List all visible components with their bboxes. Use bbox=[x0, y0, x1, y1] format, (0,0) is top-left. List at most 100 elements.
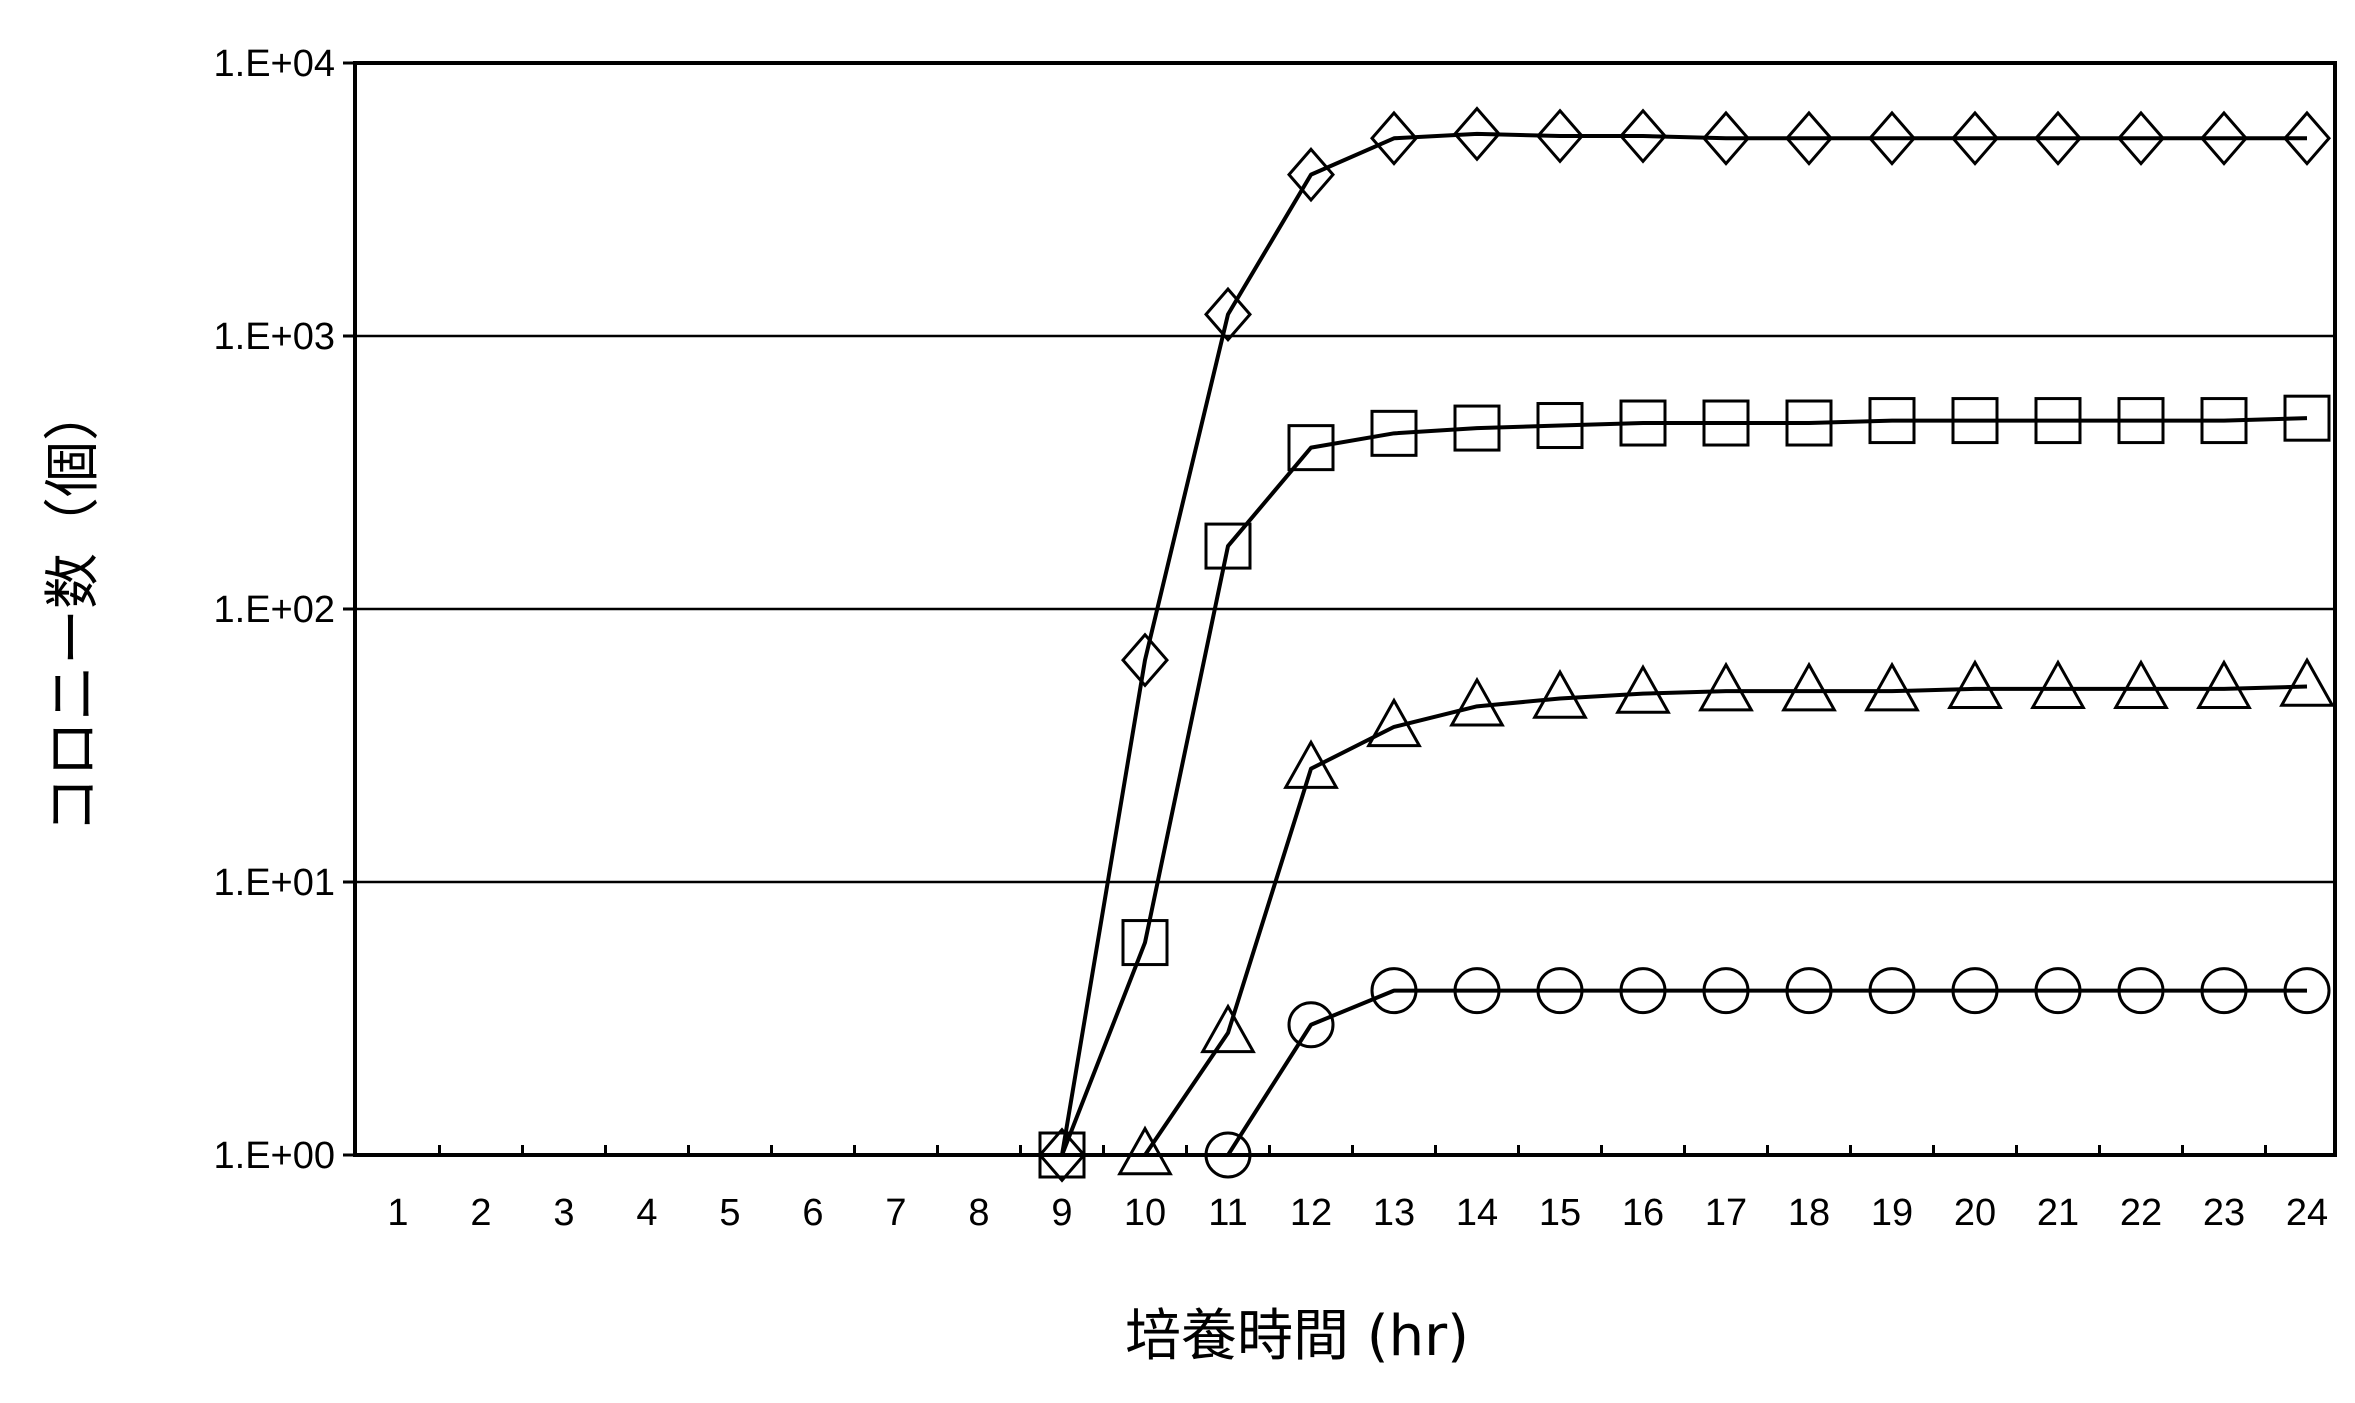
data-point-square bbox=[1868, 397, 1916, 445]
data-point-triangle bbox=[1615, 664, 1671, 714]
series-lines bbox=[1060, 131, 2308, 1157]
x-tick-label: 7 bbox=[885, 1192, 906, 1234]
x-tick-label: 18 bbox=[1788, 1192, 1830, 1234]
x-tick-label: 16 bbox=[1622, 1192, 1664, 1234]
x-tick-label: 15 bbox=[1539, 1192, 1581, 1234]
data-point-circle bbox=[1785, 967, 1833, 1015]
data-point-diamond bbox=[2117, 110, 2165, 166]
data-point-diamond bbox=[1951, 110, 1999, 166]
x-tick-label: 10 bbox=[1124, 1192, 1166, 1234]
data-point-diamond bbox=[1204, 286, 1252, 342]
x-tick-label: 1 bbox=[387, 1192, 408, 1234]
x-tick-label: 19 bbox=[1871, 1192, 1913, 1234]
data-point-triangle bbox=[1366, 697, 1422, 748]
data-point-circle bbox=[1868, 967, 1916, 1015]
data-point-diamond bbox=[1785, 110, 1833, 166]
data-point-triangle bbox=[2030, 659, 2086, 710]
data-point-triangle bbox=[2279, 657, 2335, 707]
data-point-circle bbox=[2283, 967, 2331, 1015]
data-point-circle bbox=[1204, 1131, 1252, 1179]
data-point-triangle bbox=[1532, 669, 1588, 719]
x-tick-label: 6 bbox=[802, 1192, 823, 1234]
data-point-triangle bbox=[1200, 1003, 1256, 1054]
data-point-diamond bbox=[1536, 108, 1584, 164]
data-point-diamond bbox=[2283, 110, 2331, 166]
data-point-triangle bbox=[1117, 1125, 1173, 1176]
y-tick-label: 1.E+03 bbox=[214, 316, 336, 358]
data-point-circle bbox=[1370, 967, 1418, 1015]
x-tick-label: 2 bbox=[470, 1192, 491, 1234]
y-axis-ticks: 1.E+00 1.E+01 1.E+02 1.E+03 1.E+04 bbox=[214, 43, 355, 1177]
x-tick-label: 24 bbox=[2286, 1192, 2328, 1234]
data-point-square bbox=[2283, 394, 2331, 442]
x-tick-label: 11 bbox=[1208, 1192, 1247, 1234]
x-tick-label: 12 bbox=[1290, 1192, 1332, 1234]
series-markers bbox=[1038, 106, 2335, 1183]
data-point-triangle bbox=[2113, 659, 2169, 710]
data-point-square bbox=[1951, 397, 1999, 445]
data-point-diamond bbox=[2200, 110, 2248, 166]
y-tick-label: 1.E+04 bbox=[214, 43, 336, 85]
y-tick-label: 1.E+01 bbox=[214, 862, 336, 904]
data-point-square bbox=[1038, 1131, 1086, 1179]
data-point-circle bbox=[2034, 967, 2082, 1015]
data-point-square bbox=[2034, 397, 2082, 445]
grid-lines bbox=[355, 334, 2335, 884]
data-point-square bbox=[2117, 397, 2165, 445]
y-axis-title: コロニー数（個） bbox=[41, 385, 106, 833]
x-tick-label: 22 bbox=[2120, 1192, 2162, 1234]
x-tick-label: 17 bbox=[1705, 1192, 1747, 1234]
data-point-square bbox=[1453, 404, 1501, 452]
data-point-circle bbox=[1287, 1001, 1335, 1049]
data-point-triangle bbox=[1947, 659, 2003, 710]
data-point-diamond bbox=[1370, 110, 1418, 166]
data-point-triangle bbox=[1781, 661, 1837, 712]
x-tick-label: 5 bbox=[719, 1192, 740, 1234]
x-tick-label: 4 bbox=[636, 1192, 657, 1234]
x-tick-label: 13 bbox=[1373, 1192, 1415, 1234]
series-line-diamond bbox=[1060, 131, 2307, 1156]
series-line-square bbox=[1060, 416, 2308, 1156]
data-point-circle bbox=[1951, 967, 1999, 1015]
data-point-square bbox=[2200, 397, 2248, 445]
data-point-triangle bbox=[1449, 676, 1505, 727]
data-point-diamond bbox=[1121, 632, 1169, 688]
data-point-triangle bbox=[2196, 659, 2252, 710]
y-tick-label: 1.E+02 bbox=[214, 589, 336, 631]
series-line-circle bbox=[1226, 988, 2307, 1157]
data-point-diamond bbox=[1453, 106, 1501, 162]
x-tick-label: 20 bbox=[1954, 1192, 1996, 1234]
data-point-diamond bbox=[2034, 110, 2082, 166]
data-point-diamond bbox=[1619, 108, 1667, 164]
data-point-circle bbox=[1702, 967, 1750, 1015]
y-tick-label: 1.E+00 bbox=[214, 1135, 336, 1177]
data-point-square bbox=[1370, 409, 1418, 457]
data-point-square bbox=[1536, 402, 1584, 450]
data-point-square bbox=[1204, 522, 1252, 570]
data-point-triangle bbox=[1283, 739, 1339, 789]
data-point-diamond bbox=[1287, 147, 1335, 203]
data-point-diamond bbox=[1038, 1127, 1086, 1183]
data-point-circle bbox=[1453, 967, 1501, 1015]
data-point-triangle bbox=[1698, 661, 1754, 712]
data-point-square bbox=[1785, 399, 1833, 447]
x-tick-label: 8 bbox=[968, 1192, 989, 1234]
x-tick-label: 14 bbox=[1456, 1192, 1498, 1234]
x-tick-label: 9 bbox=[1051, 1192, 1072, 1234]
data-point-square bbox=[1121, 919, 1169, 967]
data-point-diamond bbox=[1702, 110, 1750, 166]
data-point-diamond bbox=[1868, 110, 1916, 166]
data-point-square bbox=[1287, 424, 1335, 472]
data-point-circle bbox=[2117, 967, 2165, 1015]
data-point-square bbox=[1619, 399, 1667, 447]
x-tick-label: 21 bbox=[2037, 1192, 2079, 1234]
x-tick-label: 23 bbox=[2203, 1192, 2245, 1234]
data-point-triangle bbox=[1864, 661, 1920, 712]
data-point-circle bbox=[1536, 967, 1584, 1015]
series-line-triangle bbox=[1143, 684, 2308, 1157]
x-axis-ticks: 1 2 3 4 5 6 7 8 9 10 11 12 13 14 15 16 17 18 19 20 21 22 23 24 bbox=[387, 1145, 2328, 1234]
data-point-circle bbox=[1619, 967, 1667, 1015]
data-point-circle bbox=[2200, 967, 2248, 1015]
x-tick-label: 3 bbox=[553, 1192, 574, 1234]
